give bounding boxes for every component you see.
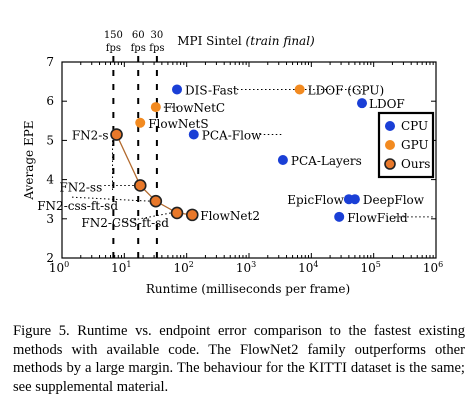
fps-marker-unit: fps xyxy=(131,43,146,54)
x-tick-label: 105 xyxy=(360,260,380,275)
point-fn2-css-ft-sd xyxy=(149,194,163,208)
point-label-ldof-gpu-: LDOF (GPU) xyxy=(308,83,385,97)
point-ldof xyxy=(357,98,368,109)
y-tick-label: 3 xyxy=(46,212,54,226)
x-tick-label: 104 xyxy=(298,260,318,275)
y-tick-label: 2 xyxy=(46,251,54,265)
x-tick-exponent: 1 xyxy=(126,260,131,269)
legend-label-gpu: GPU xyxy=(401,138,429,152)
point-label-pca-layers: PCA-Layers xyxy=(291,154,362,168)
point-label-flownets: FlowNetS xyxy=(148,117,208,131)
x-tick-exponent: 4 xyxy=(313,260,318,269)
point-label-fn2-css-ft-sd: FN2-css-ft-sd xyxy=(37,199,118,213)
fps-marker-value: 60 xyxy=(132,30,145,41)
point-flowfield xyxy=(334,211,345,222)
point-label-flownetc: FlowNetC xyxy=(164,101,225,115)
point-label-deepflow: DeepFlow xyxy=(363,193,425,207)
chart-title: MPI Sintel (train final) xyxy=(177,34,315,48)
point-label-flowfield: FlowField xyxy=(347,211,408,225)
chart-plot-area: 100 101 102 103 104 105 106234567150fps60fps30… xyxy=(37,30,443,275)
legend-label-cpu: CPU xyxy=(401,119,428,133)
point-label-epicflow: EpicFlow xyxy=(287,193,344,207)
point-label-fn2-ss: FN2-ss xyxy=(59,180,102,194)
y-tick-label: 4 xyxy=(46,173,54,187)
point-fn2-s xyxy=(110,128,123,141)
fps-marker-unit: fps xyxy=(149,43,164,54)
point-label-fn2-css-ft-sd: FN2-CSS-ft-sd xyxy=(81,216,169,230)
point-label-ldof: LDOF xyxy=(369,97,405,111)
x-tick-exponent: 2 xyxy=(189,260,194,269)
point-flownets xyxy=(135,117,146,128)
point-flownet2 xyxy=(185,208,199,222)
x-tick-exponent: 3 xyxy=(251,260,256,269)
point-fn2-css-ft-sd xyxy=(170,206,184,220)
point-pca-flow xyxy=(188,129,199,140)
point-label-pca-flow: PCA-Flow xyxy=(202,129,262,143)
legend-marker-ours xyxy=(384,158,396,170)
x-tick-exponent: 6 xyxy=(438,260,443,269)
point-deepflow xyxy=(349,194,360,205)
x-tick-exponent: 0 xyxy=(64,260,69,269)
y-tick-label: 7 xyxy=(46,55,54,69)
point-ldof-gpu- xyxy=(294,84,305,95)
chart-figure: 100 101 102 103 104 105 106234567150fps60fps30… xyxy=(22,30,443,296)
point-label-dis-fast: DIS-Fast xyxy=(185,83,238,97)
label-leader-line xyxy=(117,212,172,224)
x-tick-label: 101 xyxy=(111,260,131,275)
point-label-flownet2: FlowNet2 xyxy=(200,209,260,223)
point-flownetc xyxy=(150,102,161,113)
x-tick-label: 103 xyxy=(236,260,256,275)
point-dis-fast xyxy=(172,84,183,95)
y-tick-label: 6 xyxy=(46,94,54,108)
point-pca-layers xyxy=(277,155,288,165)
figure-caption: Figure 5. Runtime vs. endpoint error com… xyxy=(13,323,465,395)
legend-marker-cpu xyxy=(385,121,395,131)
x-tick-label: 102 xyxy=(173,260,193,275)
label-leader-line xyxy=(71,196,150,202)
fps-marker-unit: fps xyxy=(106,43,121,54)
fps-marker-value: 150 xyxy=(104,30,123,41)
x-tick-exponent: 5 xyxy=(376,260,381,269)
point-fn2-ss xyxy=(133,179,147,192)
legend-label-ours: Ours xyxy=(401,157,430,171)
legend-marker-gpu xyxy=(385,140,395,150)
y-axis-label: Average EPE xyxy=(22,120,36,200)
x-tick-label: 106 xyxy=(423,260,443,275)
fps-marker-value: 30 xyxy=(151,30,164,41)
point-label-fn2-s: FN2-s xyxy=(72,129,109,143)
y-tick-label: 5 xyxy=(46,133,54,147)
x-axis-label: Runtime (milliseconds per frame) xyxy=(146,282,350,296)
